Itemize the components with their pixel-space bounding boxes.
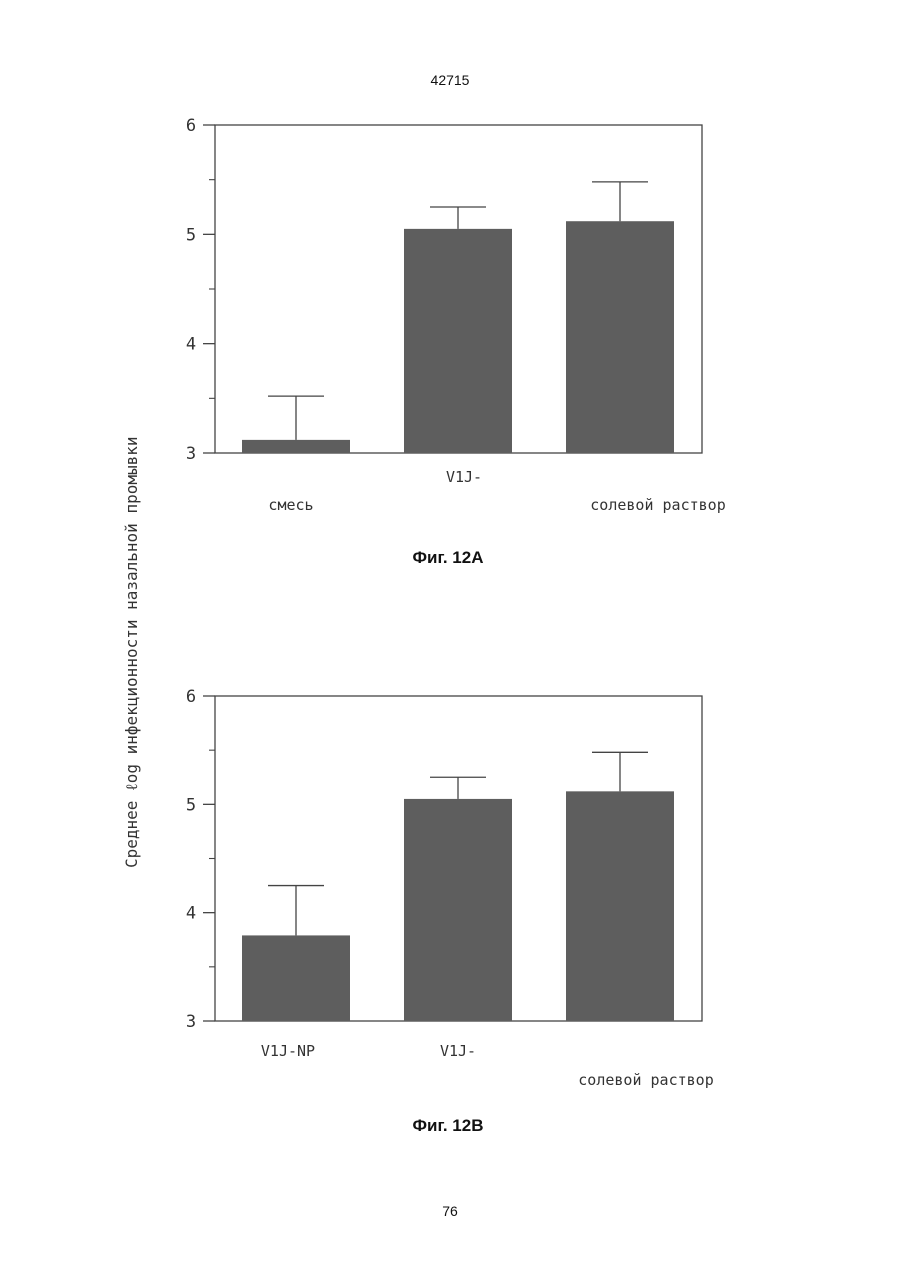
y-tick-label-a: 5	[186, 225, 196, 245]
bar-a-2	[404, 229, 512, 453]
y-tick-label-a: 3	[186, 444, 196, 464]
y-tick-label-b: 5	[186, 795, 196, 815]
category-label-a-2: V1J-	[446, 468, 482, 486]
category-label-a-3: солевой раствор	[590, 496, 725, 514]
page-number: 76	[400, 1203, 500, 1219]
y-tick-label-b: 6	[186, 687, 196, 707]
figure-caption-a: Фиг. 12A	[348, 548, 548, 568]
bar-b-1	[242, 935, 350, 1021]
y-tick-label-b: 3	[186, 1012, 196, 1032]
bar-b-3	[566, 791, 674, 1021]
category-label-b-2: V1J-	[440, 1042, 476, 1060]
category-label-b-1: V1J-NP	[261, 1042, 315, 1060]
category-label-a-1: смесь	[268, 496, 313, 514]
bar-a-3	[566, 221, 674, 453]
bar-a-1	[242, 440, 350, 453]
y-tick-label-b: 4	[186, 904, 196, 924]
category-label-b-3: солевой раствор	[578, 1071, 713, 1089]
figure-caption-b: Фиг. 12B	[348, 1116, 548, 1136]
y-tick-label-a: 6	[186, 116, 196, 136]
bar-b-2	[404, 799, 512, 1021]
y-tick-label-a: 4	[186, 335, 196, 355]
